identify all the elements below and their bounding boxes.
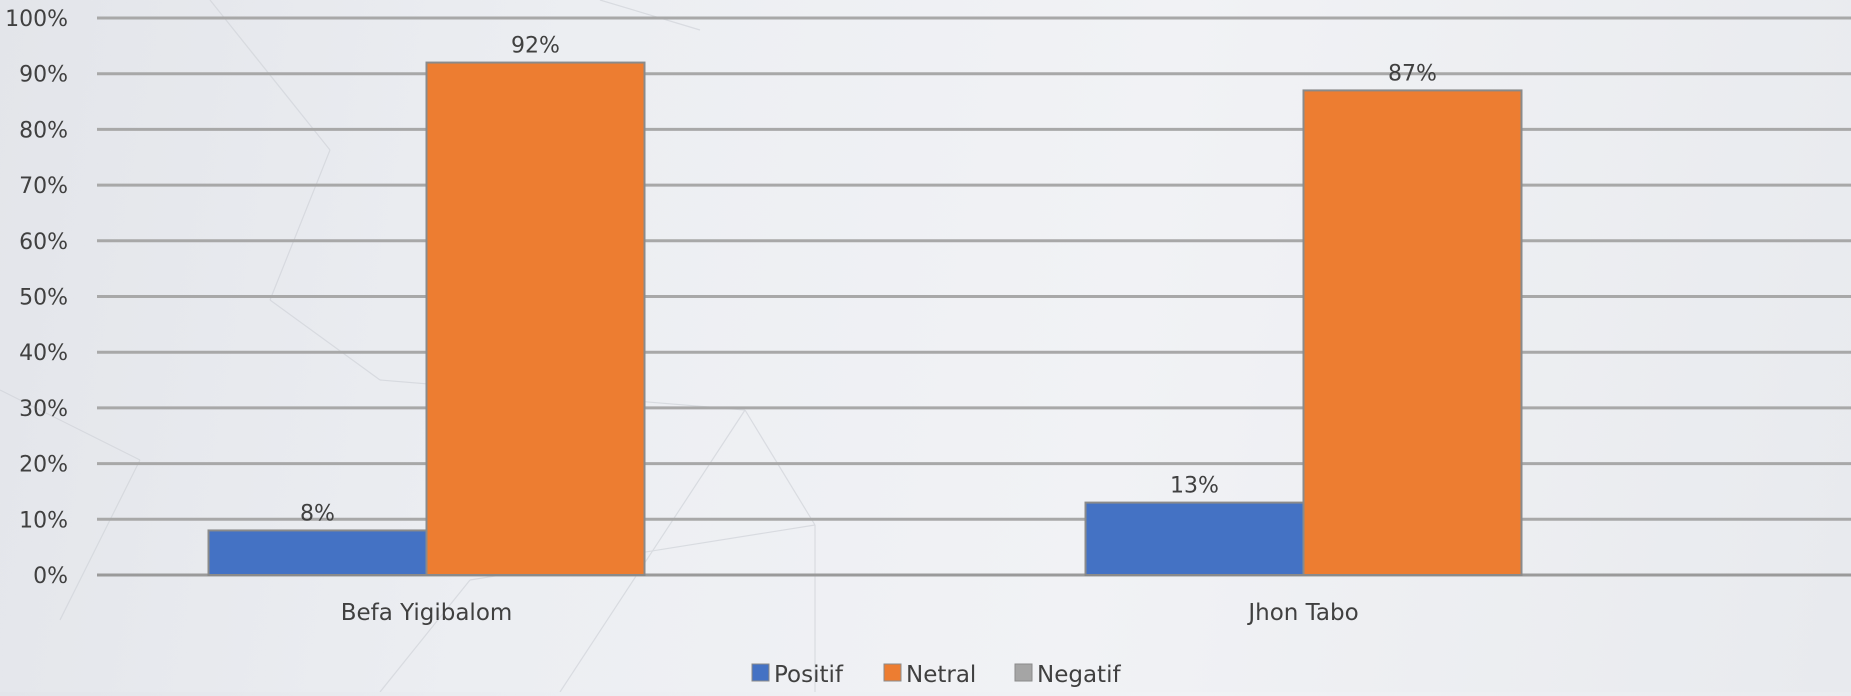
gridlines [97,16,1851,577]
background-network-decoration [0,0,816,693]
legend: Positif Netral Negatif [751,662,1121,688]
y-tick-label: 70% [19,174,68,199]
y-tick-label: 90% [19,63,68,88]
data-label: 92% [511,34,560,59]
data-label: 13% [1170,474,1219,499]
data-labels: 8% 92% 13% 87% [300,34,1437,527]
legend-label-netral: Netral [906,662,976,688]
data-label: 8% [300,501,335,526]
y-tick-label: 60% [19,230,68,255]
bar-positif-1 [1084,501,1305,576]
bar-netral-1 [1302,89,1523,576]
bar-netral-0 [425,61,646,577]
y-tick-label: 20% [19,453,68,478]
legend-swatch-negatif [1014,663,1033,682]
bars [207,61,1523,577]
x-axis-category-labels: Befa Yigibalom Jhon Tabo [341,600,1359,626]
legend-label-positif: Positif [774,662,844,688]
legend-swatch-positif [751,663,770,682]
y-tick-label: 50% [19,286,68,311]
data-label: 87% [1388,61,1437,86]
y-tick-label: 80% [19,118,68,143]
bar-positif-0 [207,529,428,577]
y-tick-label: 40% [19,341,68,366]
legend-label-negatif: Negatif [1037,662,1121,688]
y-axis-tick-labels: 0% 10% 20% 30% 40% 50% 60% 70% 80% 90% 100% [5,7,68,589]
x-category-label: Befa Yigibalom [341,600,513,626]
y-tick-label: 30% [19,397,68,422]
y-tick-label: 10% [19,508,68,533]
x-category-label: Jhon Tabo [1246,600,1358,626]
y-tick-label: 0% [33,564,68,589]
legend-swatch-netral [883,663,902,682]
y-tick-label: 100% [5,7,68,32]
